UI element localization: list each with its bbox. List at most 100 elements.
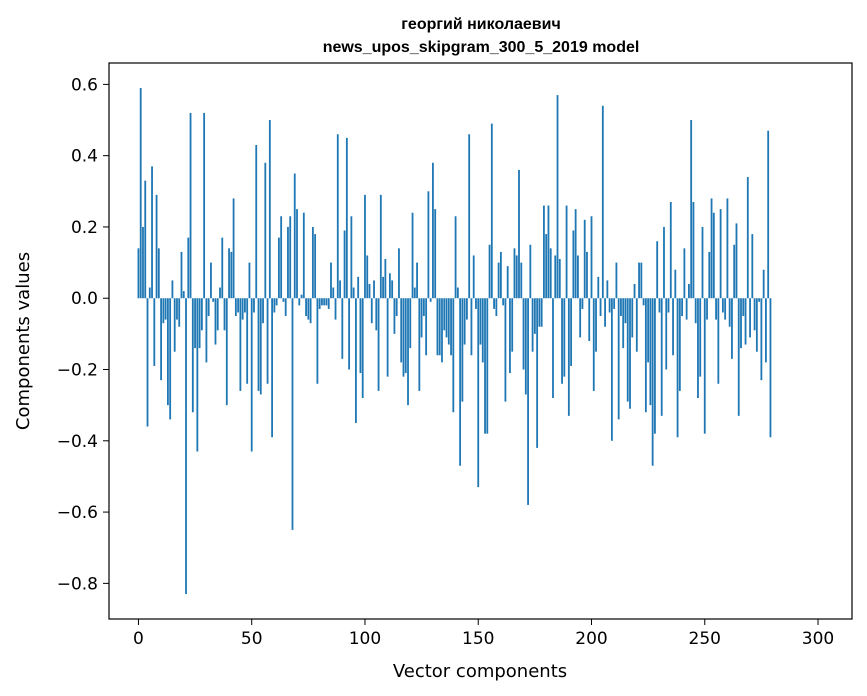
bar-162 (504, 298, 507, 402)
bar-55 (262, 298, 264, 324)
bar-97 (357, 276, 360, 299)
bar-106 (377, 298, 380, 391)
bar-67 (289, 216, 292, 299)
bar-17 (176, 298, 178, 320)
bar-189 (565, 205, 568, 299)
bar-107 (379, 194, 382, 299)
bar-113 (393, 298, 396, 334)
bar-41 (230, 251, 233, 299)
bar-197 (583, 219, 586, 299)
y-tick-label-3: −0.2 (57, 361, 98, 381)
bar-264 (735, 223, 738, 299)
bar-179 (543, 205, 545, 299)
bar-213 (620, 298, 622, 317)
bar-60 (273, 298, 276, 313)
bar-233 (665, 298, 668, 370)
bar-279 (769, 298, 772, 438)
bar-68 (291, 298, 294, 530)
bar-86 (332, 287, 335, 299)
bar-258 (721, 298, 724, 313)
bar-123 (416, 262, 418, 299)
bar-243 (688, 283, 690, 299)
bar-43 (234, 298, 237, 317)
bar-235 (669, 202, 672, 299)
bar-191 (570, 298, 573, 366)
bar-147 (470, 298, 473, 356)
plot-frame (108, 62, 853, 620)
bar-237 (674, 269, 677, 299)
x-tick-label-6: 300 (802, 629, 834, 649)
bar-121 (411, 212, 414, 299)
bar-76 (309, 298, 312, 324)
bar-1 (139, 87, 142, 299)
bar-192 (572, 230, 575, 299)
bar-139 (452, 298, 455, 413)
bar-36 (219, 287, 221, 299)
bar-220 (635, 298, 638, 352)
bar-174 (531, 298, 534, 352)
bar-199 (588, 298, 591, 341)
bar-102 (368, 283, 371, 299)
bar-262 (731, 298, 733, 359)
chart-title-line-2: news_upos_skipgram_300_5_2019 model (323, 39, 640, 56)
chart-title-line-1: георгий николаевич (401, 16, 560, 33)
bar-91 (343, 230, 346, 299)
y-tick-label-6: 0.4 (71, 147, 98, 167)
bar-157 (493, 298, 495, 309)
bar-9 (157, 248, 160, 299)
bar-32 (210, 262, 212, 299)
bar-39 (225, 298, 228, 406)
bar-69 (293, 173, 296, 299)
bar-2 (142, 226, 144, 299)
bar-58 (268, 120, 271, 299)
x-tick-label-1: 50 (241, 629, 263, 649)
bar-252 (708, 251, 711, 299)
bar-225 (647, 298, 650, 363)
bar-64 (282, 298, 285, 302)
bar-100 (364, 194, 366, 299)
bar-42 (232, 198, 235, 299)
bar-115 (398, 248, 400, 299)
bar-140 (454, 216, 457, 299)
bar-169 (520, 262, 523, 299)
bar-44 (237, 298, 240, 313)
bar-13 (166, 298, 169, 406)
bar-48 (246, 298, 249, 384)
bar-152 (481, 298, 484, 363)
bar-188 (563, 298, 566, 377)
bar-194 (577, 255, 579, 299)
bar-218 (631, 298, 634, 338)
bar-38 (223, 298, 226, 331)
bar-274 (758, 298, 761, 302)
x-tick-label-4: 200 (575, 629, 607, 649)
bar-61 (275, 298, 278, 306)
bar-275 (760, 298, 763, 381)
bar-105 (375, 298, 378, 331)
bar-142 (459, 298, 462, 466)
bar-216 (626, 298, 629, 402)
bar-110 (386, 298, 389, 377)
bar-246 (694, 298, 697, 324)
bar-117 (402, 298, 405, 377)
bar-89 (339, 280, 341, 299)
bar-10 (160, 298, 162, 381)
bar-266 (740, 298, 742, 349)
bar-103 (370, 298, 373, 324)
bar-118 (404, 298, 407, 374)
bar-8 (155, 194, 158, 299)
bar-160 (499, 251, 502, 299)
bar-193 (574, 209, 577, 299)
x-tick-label-2: 100 (349, 629, 381, 649)
bar-214 (622, 298, 625, 349)
bar-49 (248, 262, 251, 299)
bar-66 (287, 226, 289, 299)
bar-244 (690, 120, 693, 299)
bar-276 (762, 269, 765, 299)
bar-173 (529, 244, 532, 299)
bar-270 (749, 298, 751, 338)
bar-29 (203, 112, 206, 299)
bar-74 (305, 298, 307, 317)
bar-144 (463, 298, 466, 345)
bar-4 (146, 298, 149, 427)
bar-242 (685, 298, 688, 320)
